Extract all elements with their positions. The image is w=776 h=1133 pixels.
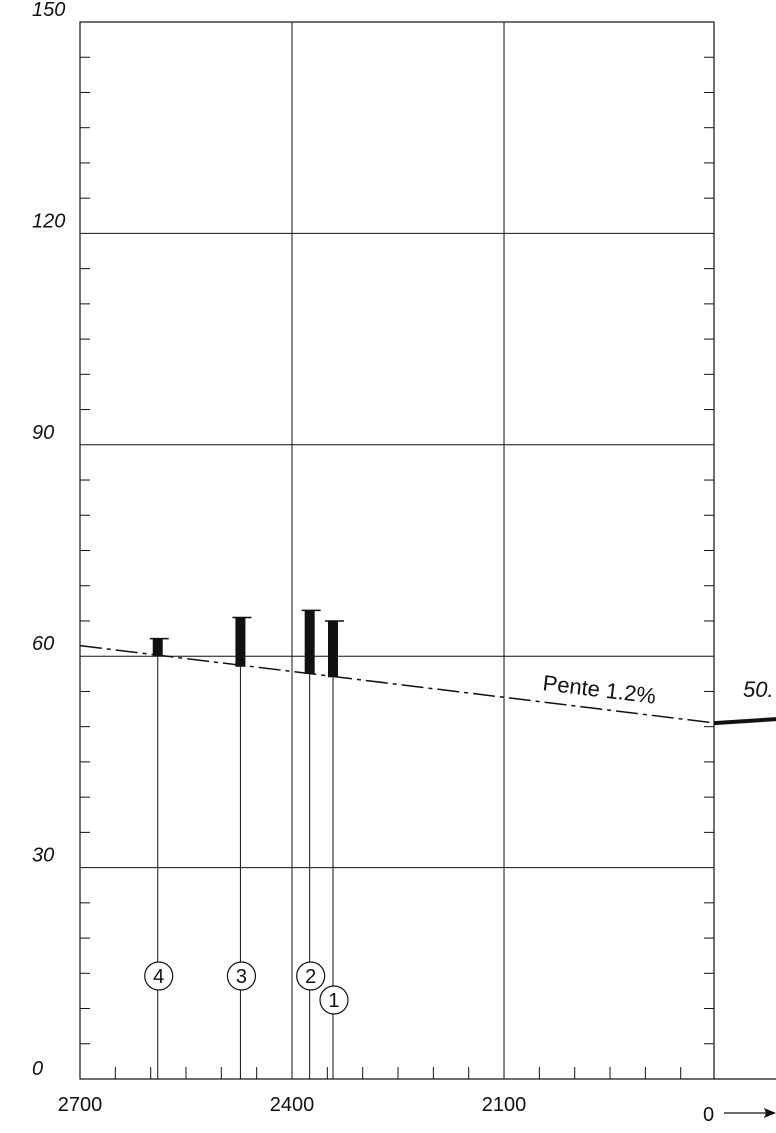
marker-circle: [144, 961, 174, 991]
marker-number: 3: [236, 966, 247, 988]
x-tick-label: 2100: [482, 1094, 527, 1116]
marker-bar: [235, 617, 246, 667]
plot-frame: [79, 21, 715, 1080]
origin-label: 0: [703, 1104, 714, 1126]
marker-bar: [327, 620, 338, 678]
slope-layer: [79, 644, 776, 726]
y-tick-label: 90: [32, 422, 54, 444]
x-tick-label: 2400: [270, 1094, 315, 1116]
right-segment-label: 50.: [743, 677, 774, 702]
marker-circle: [296, 961, 326, 991]
arrow-right-icon: [764, 1108, 776, 1118]
y-tick-label: 150: [32, 0, 65, 21]
marker-bar: [304, 610, 315, 674]
labels: 0 30 60 90 120 150 2700 2400 2100 0 Pente 1.2% 50.: [32, 0, 776, 1126]
marker-number: 1: [328, 990, 339, 1012]
marker-number: 4: [153, 966, 164, 988]
marker-bar: [152, 638, 163, 657]
x-tick-label: 2700: [58, 1094, 103, 1116]
slope-line: [79, 644, 717, 724]
axes: [79, 21, 776, 1080]
grid: [80, 22, 714, 1079]
right-segment: [713, 717, 776, 726]
marker-circle: [226, 961, 257, 991]
y-tick-label: 120: [32, 210, 65, 232]
slope-label: Pente 1.2%: [541, 670, 657, 709]
y-tick-label: 0: [32, 1058, 43, 1080]
y-tick-label: 60: [32, 633, 54, 655]
y-tick-label: 30: [32, 845, 54, 867]
marker-circle: [319, 985, 349, 1015]
markers: 12 3 4: [144, 609, 349, 1079]
marker-number: 2: [305, 966, 316, 988]
